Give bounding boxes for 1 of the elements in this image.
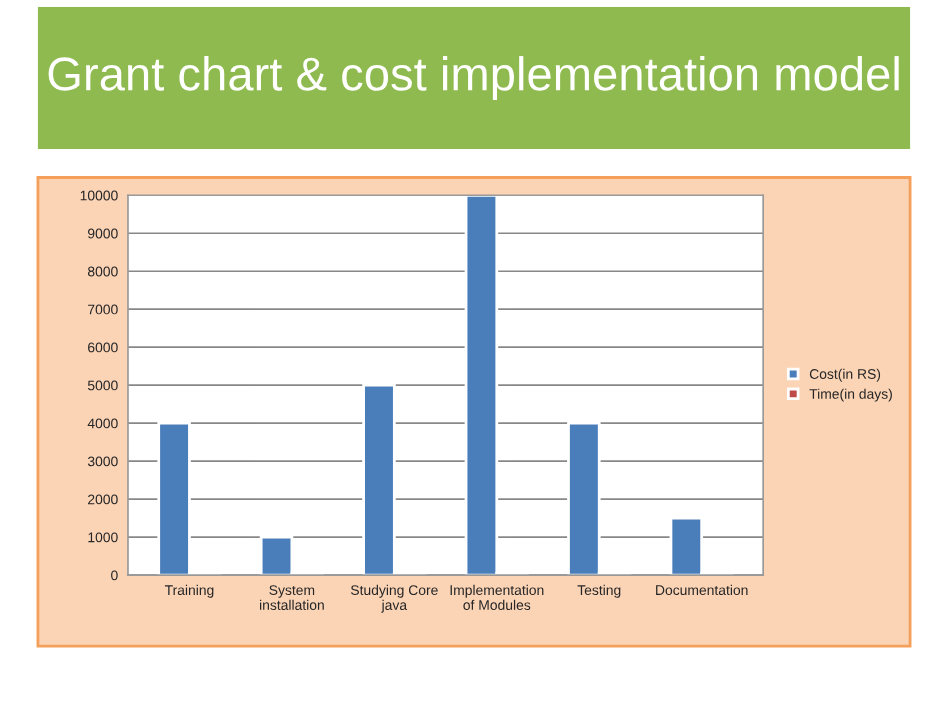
chart-title: Grant chart & cost implementation model bbox=[48, 56, 899, 101]
